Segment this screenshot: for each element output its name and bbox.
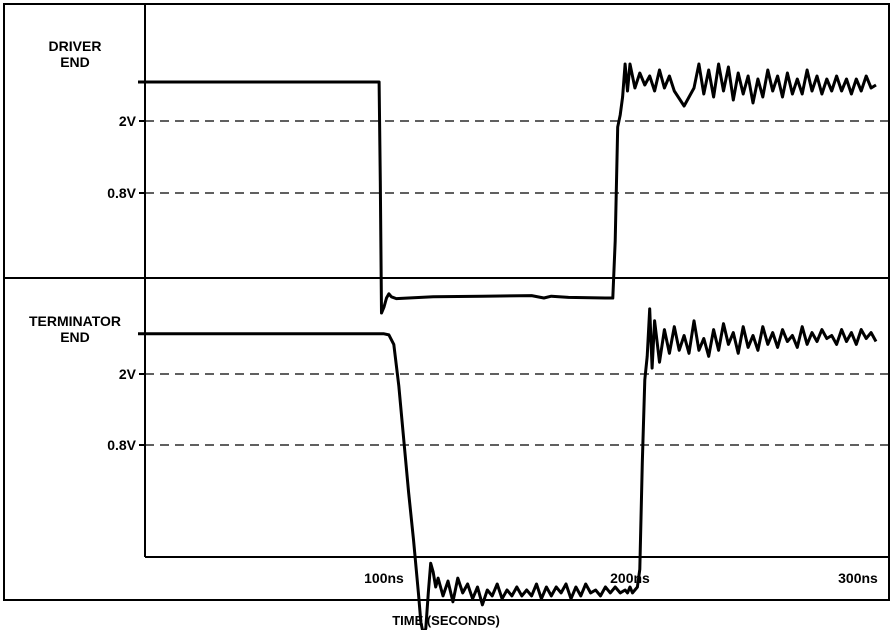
xtick-200ns: 200ns: [610, 570, 650, 586]
panel1-ytick-0.8v: 0.8V: [107, 185, 136, 201]
panel2-label-line2: END: [60, 329, 90, 345]
panel2-ytick-2v: 2V: [119, 366, 137, 382]
panel1-trace-0: [138, 62, 877, 315]
panel2-label-line1: TERMINATOR: [29, 313, 121, 329]
panel1-label-line1: DRIVER: [49, 38, 102, 54]
xtick-300ns: 300ns: [838, 570, 878, 586]
outer-frame: [3, 3, 890, 601]
panel1-ytick-2v: 2V: [119, 113, 137, 129]
panel2-trace-0: [138, 307, 878, 630]
xlabel-svg: TIME (SECONDS): [392, 613, 500, 628]
x-axis-title: TIME (SECONDS): [392, 613, 500, 628]
panel1-label-line2: END: [60, 54, 90, 70]
panel2-ytick-0.8v: 0.8V: [107, 437, 136, 453]
xtick-100ns: 100ns: [364, 570, 404, 586]
